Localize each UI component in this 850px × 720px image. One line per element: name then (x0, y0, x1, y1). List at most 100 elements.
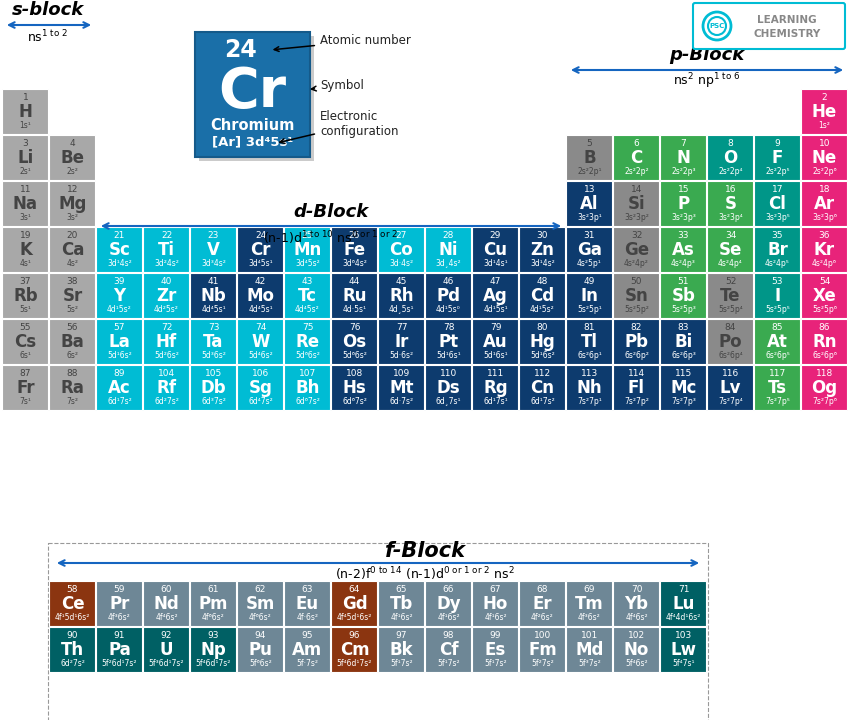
Text: 3s²3p⁶: 3s²3p⁶ (812, 212, 837, 222)
Text: 5f⁶6s²: 5f⁶6s² (249, 659, 272, 667)
Text: 95: 95 (302, 631, 314, 639)
Text: 8: 8 (728, 138, 734, 148)
Text: 5s¹: 5s¹ (20, 305, 31, 313)
Bar (519, 227, 565, 271)
Text: Fr: Fr (16, 379, 35, 397)
Text: 5s²: 5s² (66, 305, 78, 313)
Text: 102: 102 (628, 631, 645, 639)
Bar (144, 580, 190, 626)
Text: Bi: Bi (674, 333, 693, 351)
Text: Fe: Fe (343, 241, 366, 259)
Bar (614, 227, 660, 271)
Text: C: C (631, 149, 643, 167)
Bar (3, 272, 48, 318)
Text: 37: 37 (20, 276, 31, 286)
Bar (566, 318, 613, 364)
Text: 27: 27 (396, 230, 407, 240)
Text: Rh: Rh (389, 287, 414, 305)
Text: LEARNING: LEARNING (757, 15, 817, 25)
Text: Cr: Cr (250, 241, 271, 259)
Text: 5d⁶6s²: 5d⁶6s² (295, 351, 320, 359)
Bar (660, 227, 706, 271)
Text: Os: Os (343, 333, 366, 351)
Text: Zr: Zr (156, 287, 177, 305)
Text: 41: 41 (207, 276, 219, 286)
Text: 3d·4s²: 3d·4s² (389, 258, 414, 268)
Text: P: P (677, 195, 689, 213)
Text: 117: 117 (769, 369, 786, 377)
Text: 57: 57 (114, 323, 125, 331)
Text: 31: 31 (584, 230, 595, 240)
Text: 4f⁴5d¹6s²: 4f⁴5d¹6s² (337, 613, 372, 621)
Text: 2s¹: 2s¹ (20, 166, 31, 176)
Bar (755, 227, 801, 271)
Text: 108: 108 (346, 369, 363, 377)
Text: 2s²2p⁵: 2s²2p⁵ (765, 166, 790, 176)
Bar (190, 227, 236, 271)
Bar (519, 580, 565, 626)
Text: 99: 99 (490, 631, 502, 639)
Bar (378, 227, 424, 271)
Text: 3d⁴5s¹: 3d⁴5s¹ (248, 258, 273, 268)
Text: 20: 20 (67, 230, 78, 240)
Text: Ga: Ga (577, 241, 602, 259)
Text: 109: 109 (393, 369, 410, 377)
Text: 6s²6p⁵: 6s²6p⁵ (765, 351, 790, 359)
Bar (49, 227, 95, 271)
Text: 113: 113 (581, 369, 598, 377)
Bar (614, 364, 660, 410)
Bar (473, 272, 518, 318)
Text: Au: Au (483, 333, 507, 351)
Text: 106: 106 (252, 369, 269, 377)
Text: 1s¹: 1s¹ (20, 120, 31, 130)
Bar (190, 580, 236, 626)
Text: 4f³6s²: 4f³6s² (578, 613, 601, 621)
Text: 5f⁴6d¹7s²: 5f⁴6d¹7s² (196, 659, 231, 667)
Text: Xe: Xe (813, 287, 836, 305)
Bar (237, 227, 284, 271)
Text: Po: Po (719, 333, 742, 351)
Text: 13: 13 (584, 184, 595, 194)
Text: 114: 114 (628, 369, 645, 377)
Bar (614, 580, 660, 626)
Text: N: N (677, 149, 690, 167)
Text: 5d¹6s¹: 5d¹6s¹ (483, 351, 507, 359)
Text: 3d⁶4s²: 3d⁶4s² (342, 258, 367, 268)
Text: 64: 64 (348, 585, 360, 593)
Bar (195, 32, 310, 157)
Text: Bk: Bk (389, 641, 413, 659)
Text: 105: 105 (205, 369, 222, 377)
Text: 18: 18 (819, 184, 830, 194)
Text: Ti: Ti (158, 241, 175, 259)
Text: Nb: Nb (201, 287, 226, 305)
Bar (49, 135, 95, 179)
Text: Np: Np (201, 641, 226, 659)
Text: 50: 50 (631, 276, 643, 286)
Text: 112: 112 (534, 369, 551, 377)
Text: 24: 24 (224, 38, 258, 62)
Text: Tl: Tl (581, 333, 598, 351)
Text: Sb: Sb (672, 287, 695, 305)
Bar (332, 364, 377, 410)
Text: 81: 81 (584, 323, 595, 331)
Text: (n-2)f$^{\mathregular{0\ to\ 14}}$ (n-1)d$^{\mathregular{0\ or\ 1\ or\ 2}}$ ns$^: (n-2)f$^{\mathregular{0\ to\ 14}}$ (n-1)… (335, 565, 515, 582)
Bar (802, 272, 847, 318)
Text: 47: 47 (490, 276, 502, 286)
Text: PSC: PSC (710, 23, 724, 29)
Text: 5f³6d¹7s²: 5f³6d¹7s² (149, 659, 184, 667)
Text: 4f⁴4d¹6s²: 4f⁴4d¹6s² (666, 613, 701, 621)
Text: CHEMISTRY: CHEMISTRY (753, 29, 820, 39)
Text: U: U (160, 641, 173, 659)
Bar (660, 580, 706, 626)
Text: 16: 16 (725, 184, 736, 194)
Text: Mt: Mt (389, 379, 414, 397)
Text: 62: 62 (255, 585, 266, 593)
Text: 4s²4p²: 4s²4p² (624, 258, 649, 268)
Text: 53: 53 (772, 276, 783, 286)
Text: 82: 82 (631, 323, 643, 331)
Text: 72: 72 (161, 323, 173, 331)
Text: 29: 29 (490, 230, 502, 240)
Text: 86: 86 (819, 323, 830, 331)
Text: 70: 70 (631, 585, 643, 593)
Text: 23: 23 (207, 230, 219, 240)
